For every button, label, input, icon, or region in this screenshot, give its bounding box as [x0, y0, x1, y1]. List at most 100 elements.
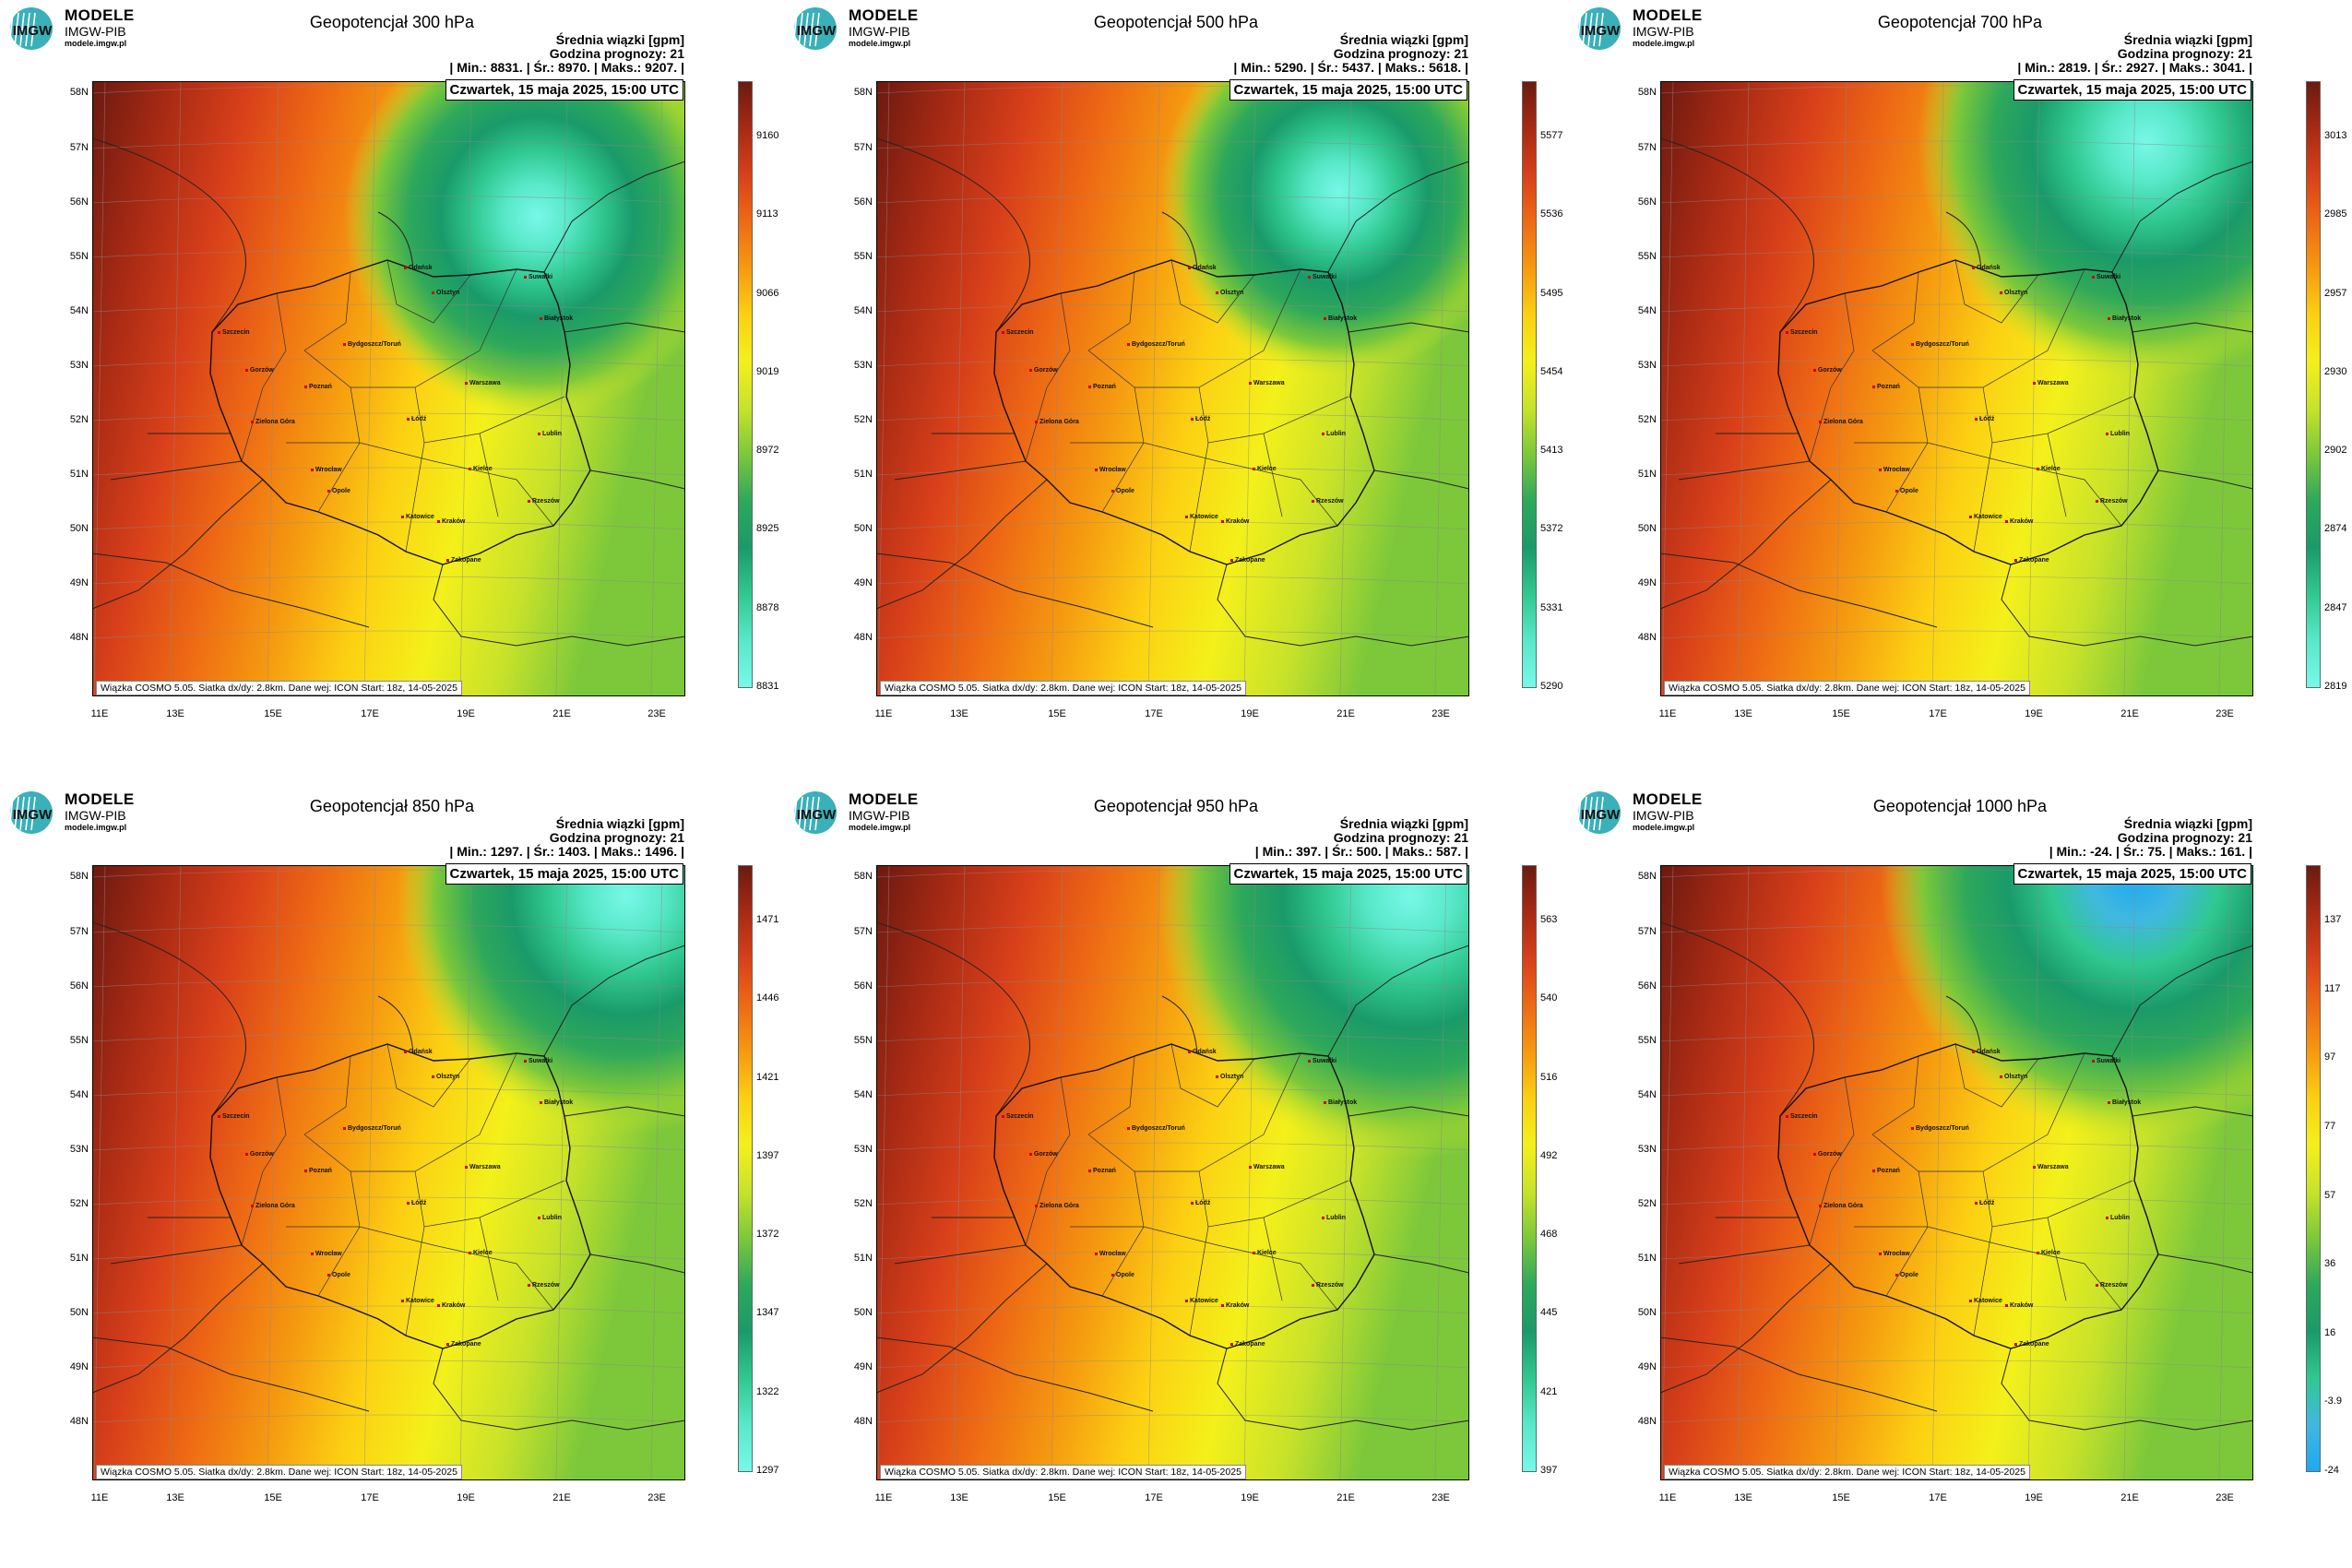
brand-name: MODELE: [65, 6, 135, 24]
longitude-tick-label: 23E: [1431, 708, 1450, 719]
geopotential-map[interactable]: [1660, 81, 2253, 696]
longitude-tick-label: 15E: [1048, 1492, 1066, 1503]
latitude-tick-label: 53N: [1637, 1144, 1657, 1155]
latitude-tick-label: 55N: [853, 1035, 873, 1046]
latitude-tick-label: 52N: [1637, 414, 1657, 425]
latitude-tick-label: 51N: [1637, 1253, 1657, 1264]
city-label: Gdańsk: [1972, 265, 2001, 271]
longitude-tick-label: 13E: [166, 708, 184, 719]
longitude-tick-label: 19E: [457, 708, 475, 719]
brand-url[interactable]: modele.imgw.pl: [1633, 39, 1695, 48]
latitude-tick-label: 56N: [1637, 980, 1657, 992]
latitude-tick-label: 53N: [69, 1144, 89, 1155]
city-label: Gorzów: [245, 367, 274, 374]
panel-title: Geopotencjał 950 hPa: [1093, 797, 1259, 815]
city-label: Białystok: [1324, 315, 1357, 322]
longitude-tick-label: 11E: [90, 1492, 109, 1503]
city-label: Wrocław: [311, 1251, 342, 1257]
longitude-tick-label: 19E: [2025, 1492, 2043, 1503]
latitude-tick-label: 53N: [853, 1144, 873, 1155]
longitude-tick-label: 13E: [166, 1492, 184, 1503]
city-label: Poznań: [1088, 384, 1116, 390]
panel-title: Geopotencjał 850 hPa: [309, 797, 475, 815]
city-label: Olsztyn: [432, 1074, 459, 1080]
longitude-tick-label: 21E: [2120, 708, 2139, 719]
city-label: Zielona Góra: [251, 419, 295, 425]
brand-url[interactable]: modele.imgw.pl: [65, 823, 127, 832]
brand: MODELE IMGW-PIB modele.imgw.pl: [65, 7, 135, 48]
geopotential-map[interactable]: [92, 81, 685, 696]
latitude-tick-label: 50N: [853, 523, 873, 534]
latitude-tick-label: 57N: [69, 142, 89, 153]
latitude-tick-label: 49N: [853, 1361, 873, 1372]
valid-date: Czwartek, 15 maja 2025, 15:00 UTC: [2013, 79, 2251, 101]
city-label: Bydgoszcz/Toruń: [1127, 1125, 1185, 1132]
colorbar-tick-label: 9066: [756, 287, 779, 299]
latitude-tick-label: 48N: [853, 632, 873, 643]
city-label: Warszawa: [1249, 380, 1285, 386]
panel-title: Geopotencjał 700 hPa: [1877, 13, 2043, 31]
colorbar-tick-label: 1347: [756, 1307, 779, 1319]
longitude-tick-label: 17E: [1929, 1492, 1947, 1503]
city-label: Rzeszów: [1312, 498, 1344, 505]
city-label: Wrocław: [1879, 467, 1910, 473]
colorbar-tick-label: -24: [2324, 1465, 2339, 1476]
city-label: Warszawa: [1249, 1164, 1285, 1170]
city-label: Gdańsk: [1188, 1049, 1217, 1055]
colorbar-tick-label: 1446: [756, 992, 779, 1004]
panel-info: Średnia wiązki [gpm] Godzina prognozy: 21…: [449, 33, 684, 75]
brand: MODELE IMGW-PIB modele.imgw.pl: [65, 791, 135, 832]
city-label: Białystok: [540, 315, 573, 322]
subtitle: Średnia wiązki [gpm]: [2123, 32, 2252, 47]
city-label: Łódź: [1975, 1200, 1994, 1206]
forecast-hour: Godzina prognozy: 21: [1333, 830, 1468, 845]
colorbar-tick-label: 5331: [1540, 601, 1563, 613]
latitude-tick-label: 56N: [69, 196, 89, 208]
city-label: Zielona Góra: [1819, 1203, 1863, 1209]
longitude-tick-label: 13E: [950, 708, 968, 719]
imgw-logo-icon: IMGW: [8, 791, 53, 834]
city-label: Katowice: [1969, 514, 2002, 520]
city-label: Białystok: [540, 1099, 573, 1106]
brand-url[interactable]: modele.imgw.pl: [849, 823, 911, 832]
city-label: Opole: [327, 488, 350, 494]
latitude-tick-label: 52N: [853, 1198, 873, 1209]
geopotential-map[interactable]: [92, 865, 685, 1480]
city-label: Szczecin: [1002, 329, 1034, 336]
city-label: Kielce: [469, 1250, 493, 1256]
city-label: Suwałki: [1308, 274, 1336, 280]
imgw-logo-icon: IMGW: [792, 7, 837, 50]
latitude-tick-label: 48N: [69, 1416, 89, 1427]
geopotential-map[interactable]: [876, 81, 1469, 696]
city-label: Warszawa: [465, 380, 501, 386]
longitude-tick-label: 17E: [1145, 1492, 1163, 1503]
city-label: Rzeszów: [528, 1282, 560, 1289]
city-label: Kraków: [437, 518, 465, 525]
svg-text:IMGW: IMGW: [797, 23, 837, 39]
longitude-tick-label: 19E: [1241, 708, 1259, 719]
latitude-tick-label: 49N: [69, 1361, 89, 1372]
city-label: Olsztyn: [1216, 290, 1243, 296]
city-label: Suwałki: [1308, 1058, 1336, 1064]
latitude-tick-label: 58N: [69, 87, 89, 98]
longitude-tick-label: 11E: [1658, 1492, 1677, 1503]
geopotential-map[interactable]: [876, 865, 1469, 1480]
city-label: Bydgoszcz/Toruń: [343, 341, 401, 348]
colorbar-tick-label: 5495: [1540, 287, 1563, 299]
city-label: Kraków: [437, 1302, 465, 1309]
city-label: Poznań: [304, 384, 332, 390]
map-panel: IMGW MODELE IMGW-PIB modele.imgw.pl Geopoten…: [0, 784, 784, 1568]
panel-info: Średnia wiązki [gpm] Godzina prognozy: 21…: [2049, 817, 2252, 859]
colorbar: [1522, 865, 1537, 1472]
brand-url[interactable]: modele.imgw.pl: [1633, 823, 1695, 832]
map-panel: IMGW MODELE IMGW-PIB modele.imgw.pl Geopoten…: [1568, 0, 2352, 784]
colorbar-tick-label: 468: [1540, 1229, 1558, 1241]
brand-url[interactable]: modele.imgw.pl: [849, 39, 911, 48]
city-label: Lublin: [1322, 1215, 1346, 1221]
brand-url[interactable]: modele.imgw.pl: [65, 39, 127, 48]
geopotential-map[interactable]: [1660, 865, 2253, 1480]
colorbar-tick-label: 117: [2324, 982, 2341, 994]
forecast-hour: Godzina prognozy: 21: [2117, 46, 2252, 61]
colorbar-tick-label: 36: [2324, 1258, 2336, 1270]
latitude-tick-label: 54N: [1637, 1089, 1657, 1100]
